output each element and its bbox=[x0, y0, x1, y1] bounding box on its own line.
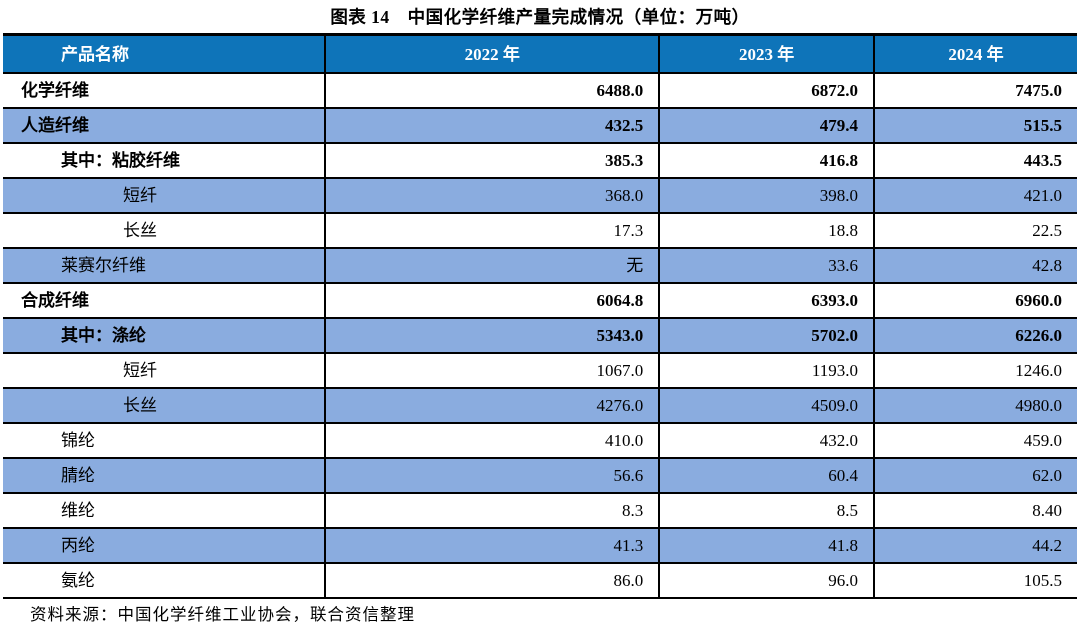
value-cell: 459.0 bbox=[872, 422, 1077, 458]
value-cell: 41.3 bbox=[324, 527, 660, 563]
product-name-cell: 莱赛尔纤维 bbox=[3, 247, 326, 283]
value-cell: 5343.0 bbox=[324, 317, 660, 353]
value-cell: 368.0 bbox=[324, 177, 660, 213]
column-header-product: 产品名称 bbox=[3, 34, 326, 74]
value-cell: 1067.0 bbox=[324, 352, 660, 388]
column-header-2022: 2022 年 bbox=[324, 34, 660, 74]
value-cell: 17.3 bbox=[324, 212, 660, 248]
product-name-cell: 合成纤维 bbox=[3, 282, 326, 318]
value-cell: 6960.0 bbox=[872, 282, 1077, 318]
value-cell: 105.5 bbox=[872, 562, 1077, 598]
value-cell: 443.5 bbox=[872, 142, 1077, 178]
value-cell: 86.0 bbox=[324, 562, 660, 598]
value-cell: 479.4 bbox=[658, 107, 874, 143]
table-row: 其中：粘胶纤维 385.3 416.8 443.5 bbox=[3, 142, 1077, 178]
source-note: 资料来源：中国化学纤维工业协会，联合资信整理 bbox=[30, 605, 415, 624]
value-cell: 8.5 bbox=[658, 492, 874, 528]
value-cell: 1193.0 bbox=[658, 352, 874, 388]
value-cell: 421.0 bbox=[872, 177, 1077, 213]
header-row: 产品名称 2022 年 2023 年 2024 年 bbox=[3, 34, 1077, 74]
table-row: 维纶 8.3 8.5 8.40 bbox=[3, 492, 1077, 528]
value-cell: 7475.0 bbox=[872, 73, 1077, 108]
product-name-cell: 人造纤维 bbox=[3, 107, 326, 143]
product-name-cell: 长丝 bbox=[3, 212, 326, 248]
table-row: 短纤 1067.0 1193.0 1246.0 bbox=[3, 352, 1077, 388]
value-cell: 60.4 bbox=[658, 457, 874, 493]
value-cell: 62.0 bbox=[872, 457, 1077, 493]
value-cell: 385.3 bbox=[324, 142, 660, 178]
column-header-2024: 2024 年 bbox=[872, 34, 1077, 74]
product-name-cell: 长丝 bbox=[3, 387, 326, 423]
value-cell: 8.40 bbox=[872, 492, 1077, 528]
value-cell: 5702.0 bbox=[658, 317, 874, 353]
product-name-cell: 短纤 bbox=[3, 177, 326, 213]
value-cell: 432.5 bbox=[324, 107, 660, 143]
table-row: 长丝 17.3 18.8 22.5 bbox=[3, 212, 1077, 248]
table-row: 莱赛尔纤维无 33.6 42.8 bbox=[3, 247, 1077, 283]
value-cell: 432.0 bbox=[658, 422, 874, 458]
table-row: 短纤 368.0 398.0 421.0 bbox=[3, 177, 1077, 213]
value-cell: 6393.0 bbox=[658, 282, 874, 318]
value-cell: 33.6 bbox=[658, 247, 874, 283]
value-cell: 6226.0 bbox=[872, 317, 1077, 353]
product-name-cell: 锦纶 bbox=[3, 422, 326, 458]
value-cell: 42.8 bbox=[872, 247, 1077, 283]
product-name-cell: 维纶 bbox=[3, 492, 326, 528]
value-cell: 22.5 bbox=[872, 212, 1077, 248]
product-name-cell: 氨纶 bbox=[3, 562, 326, 598]
table-row: 合成纤维 6064.8 6393.0 6960.0 bbox=[3, 282, 1077, 318]
table-row: 腈纶 56.6 60.4 62.0 bbox=[3, 457, 1077, 493]
value-cell: 41.8 bbox=[658, 527, 874, 563]
table-row: 人造纤维 432.5 479.4 515.5 bbox=[3, 107, 1077, 143]
table-row: 化学纤维 6488.0 6872.0 7475.0 bbox=[3, 73, 1077, 108]
value-cell: 6872.0 bbox=[658, 73, 874, 108]
product-name-cell: 丙纶 bbox=[3, 527, 326, 563]
product-name-cell: 短纤 bbox=[3, 352, 326, 388]
value-cell: 1246.0 bbox=[872, 352, 1077, 388]
table-row: 长丝 4276.0 4509.0 4980.0 bbox=[3, 387, 1077, 423]
value-cell: 410.0 bbox=[324, 422, 660, 458]
product-name-cell: 其中：粘胶纤维 bbox=[3, 142, 326, 178]
value-cell: 4980.0 bbox=[872, 387, 1077, 423]
table-row: 锦纶 410.0 432.0 459.0 bbox=[3, 422, 1077, 458]
value-cell: 515.5 bbox=[872, 107, 1077, 143]
column-header-2023: 2023 年 bbox=[658, 34, 874, 74]
product-name-cell: 化学纤维 bbox=[21, 81, 89, 100]
value-cell: 8.3 bbox=[324, 492, 660, 528]
value-cell: 4509.0 bbox=[658, 387, 874, 423]
value-cell: 416.8 bbox=[658, 142, 874, 178]
figure-title: 图表 14 中国化学纤维产量完成情况（单位：万吨） bbox=[330, 7, 750, 27]
value-cell: 6488.0 bbox=[324, 73, 660, 108]
value-cell: 18.8 bbox=[658, 212, 874, 248]
production-table: 产品名称 2022 年 2023 年 2024 年 化学纤维 6488.0 6872… bbox=[3, 33, 1077, 599]
product-name-cell: 其中：涤纶 bbox=[3, 317, 326, 353]
value-cell: 6064.8 bbox=[324, 282, 660, 318]
value-cell: 4276.0 bbox=[324, 387, 660, 423]
table-row: 氨纶 86.0 96.0 105.5 bbox=[3, 562, 1077, 598]
table-row: 其中：涤纶 5343.0 5702.0 6226.0 bbox=[3, 317, 1077, 353]
table-row: 丙纶 41.3 41.8 44.2 bbox=[3, 527, 1077, 563]
value-cell: 96.0 bbox=[658, 562, 874, 598]
value-cell: 44.2 bbox=[872, 527, 1077, 563]
value-cell: 398.0 bbox=[658, 177, 874, 213]
value-cell: 56.6 bbox=[324, 457, 660, 493]
value-cell: 无 bbox=[324, 247, 660, 283]
product-name-cell: 腈纶 bbox=[3, 457, 326, 493]
